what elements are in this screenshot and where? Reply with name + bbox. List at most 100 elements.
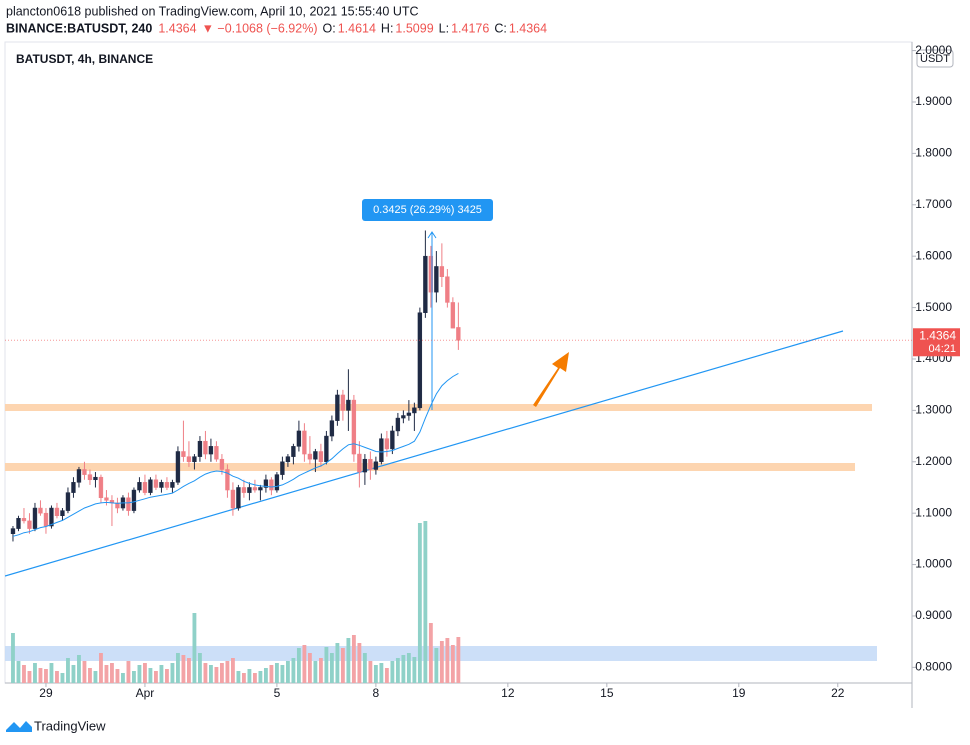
volume-bar [208,665,213,683]
moving-average [12,372,459,537]
volume-bar [252,673,257,683]
y-tick-label: 1.8000 [915,146,952,160]
candle-body [137,482,142,491]
volume-bar [181,655,186,683]
candle-body [27,520,32,529]
volume-bar [214,667,219,683]
volume-bar [357,643,362,683]
volume-bar [82,661,87,683]
volume-bar [329,653,334,683]
candle-body [10,528,16,534]
volume-bar [137,665,142,683]
volume-bar [71,665,76,683]
candle-body [230,489,236,509]
volume-bar [368,661,373,683]
candle-body [49,507,54,527]
ohlc-label: C: [494,21,507,35]
candle-body [434,266,439,293]
candle-body [214,446,219,460]
candle-body [423,255,428,313]
symbol-line: BINANCE:BATUSDT, 240 1.4364 ▼ −0.1068 (−6… [6,21,547,35]
volume-bar [115,669,120,683]
candle-body [346,399,351,411]
candle-body [60,510,65,516]
candle-body [16,518,21,529]
plot [5,230,877,683]
y-tick-label: 1.3000 [915,403,952,417]
volume-bar [428,623,433,683]
candle-body [340,394,346,411]
candle-body [197,440,203,457]
last-price-box [913,328,960,357]
volume-bar [351,635,356,683]
candle-body [159,482,164,488]
x-tick-label: 8 [373,686,380,700]
volume-bar [187,658,191,683]
volume-bar [33,663,37,683]
candle-body [252,487,258,491]
volume-bar [395,658,400,683]
x-tick-label: 15 [600,686,614,700]
volume-bar [230,658,235,683]
volume-bar [110,663,114,683]
trend-line [5,330,844,577]
volume-bar [346,638,351,683]
candle-body [131,489,137,511]
volume-bar [423,521,428,683]
volume-bar [159,665,164,683]
candle-body [87,474,93,481]
candle-body [181,451,186,457]
candle-body [263,479,269,488]
candle-body [175,451,181,483]
candle-body [54,507,60,516]
candle-body [445,276,450,303]
candle-body [65,492,71,511]
volume-bar [121,673,125,683]
volume-bar [93,671,98,683]
volume-bar [269,665,274,683]
x-tick-label: 19 [732,686,746,700]
resistance-zone [5,404,872,411]
volume-bar [401,655,406,683]
volume-bar [77,655,81,683]
measure-label: 0.3425 (26.29%) 3425 [373,204,482,216]
candle-body [170,482,175,488]
y-tick-label: 1.6000 [915,248,952,262]
volume-bar [296,648,301,683]
volume-bar [258,671,263,683]
candle-body [32,507,38,529]
volume-bar [126,661,131,683]
currency-badge [916,49,954,68]
candle-body [98,476,104,499]
ohlc-value: 1.4176 [451,21,489,35]
volume-bar [445,638,450,683]
volume-bar [384,668,389,683]
measure-box [362,199,493,221]
volume-bar [274,663,279,683]
candle-body [236,487,241,509]
volume-bar [340,648,345,683]
candle-body [329,420,335,437]
y-tick-label: 1.1000 [915,505,952,519]
volume-bar [318,658,323,683]
volume-bar [88,668,92,683]
volume-bar [148,668,153,683]
volume-bar [241,673,246,683]
y-tick-label: 2.0000 [915,43,952,57]
candle-body [373,461,379,470]
support-zone [5,463,855,471]
ohlc-value: 1.4364 [509,21,547,35]
y-tick-label: 1.5000 [915,300,952,314]
ohlc-label: L: [439,21,449,35]
volume-bar [165,669,169,683]
candle-body [164,482,170,488]
volume-bar [16,661,21,683]
candle-body [384,438,390,450]
x-tick-label: 12 [501,686,515,700]
candle-body [357,453,362,473]
y-tick-label: 1.0000 [915,557,952,571]
change: ▼ −0.1068 (−6.92%) [202,21,318,35]
candle-body [148,479,153,493]
candle-body [82,469,87,475]
candle-body [219,458,225,470]
